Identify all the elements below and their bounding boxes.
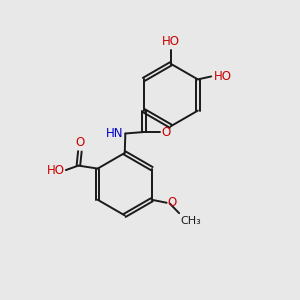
- Text: HO: HO: [214, 70, 232, 83]
- Text: O: O: [162, 125, 171, 139]
- Text: HN: HN: [106, 127, 124, 140]
- Text: O: O: [75, 136, 85, 149]
- Text: O: O: [167, 196, 176, 209]
- Text: HO: HO: [46, 164, 64, 177]
- Text: HO: HO: [162, 35, 180, 48]
- Text: CH₃: CH₃: [181, 215, 201, 226]
